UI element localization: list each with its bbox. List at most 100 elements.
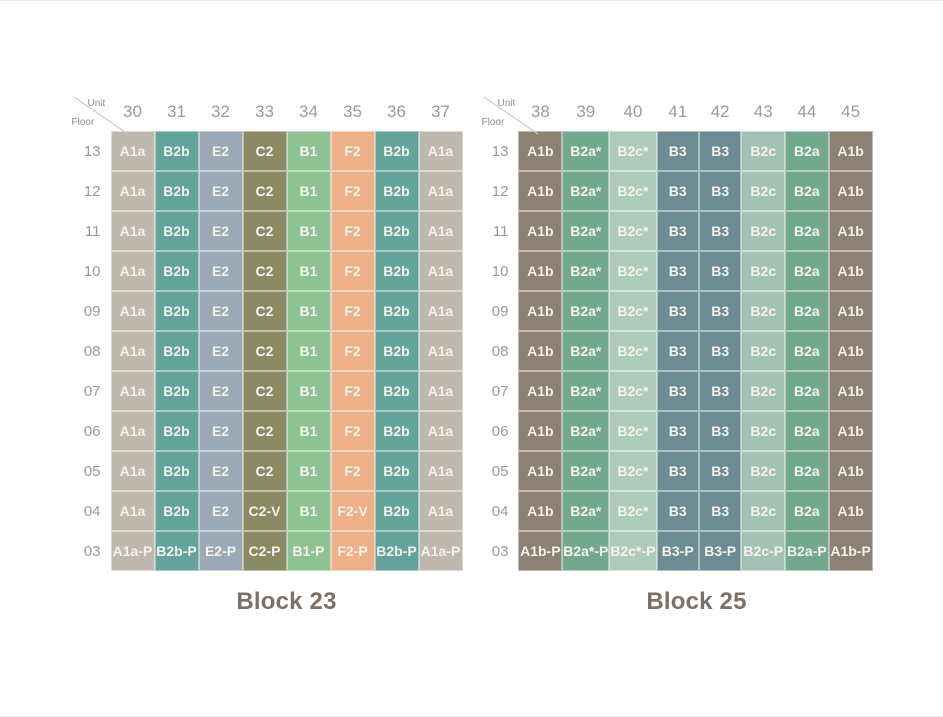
unit-cell-37-07[interactable]: A1a	[418, 371, 463, 411]
unit-cell-33-11[interactable]: C2	[242, 211, 287, 251]
unit-cell-31-04[interactable]: B2b	[154, 491, 199, 531]
unit-cell-31-08[interactable]: B2b	[154, 331, 199, 371]
unit-cell-33-03[interactable]: C2-P	[242, 531, 287, 571]
unit-cell-43-03[interactable]: B2c-P	[741, 531, 786, 571]
unit-cell-35-12[interactable]: F2	[330, 171, 375, 211]
unit-cell-44-13[interactable]: B2a	[785, 131, 829, 171]
unit-cell-35-11[interactable]: F2	[330, 211, 375, 251]
unit-cell-38-05[interactable]: A1b	[518, 451, 563, 491]
unit-cell-40-03[interactable]: B2c*-P	[609, 531, 657, 571]
unit-cell-32-07[interactable]: E2	[198, 371, 243, 411]
unit-cell-36-13[interactable]: B2b	[374, 131, 419, 171]
unit-cell-39-11[interactable]: B2a*	[562, 211, 610, 251]
unit-cell-42-03[interactable]: B3-P	[698, 531, 742, 571]
unit-cell-32-03[interactable]: E2-P	[198, 531, 243, 571]
unit-cell-43-10[interactable]: B2c	[741, 251, 786, 291]
unit-cell-39-10[interactable]: B2a*	[562, 251, 610, 291]
unit-cell-37-09[interactable]: A1a	[418, 291, 463, 331]
unit-cell-37-05[interactable]: A1a	[418, 451, 463, 491]
unit-cell-34-08[interactable]: B1	[286, 331, 331, 371]
unit-cell-40-09[interactable]: B2c*	[609, 291, 657, 331]
unit-cell-31-03[interactable]: B2b-P	[154, 531, 199, 571]
unit-cell-34-03[interactable]: B1-P	[286, 531, 331, 571]
unit-cell-30-03[interactable]: A1a-P	[110, 531, 155, 571]
unit-cell-38-07[interactable]: A1b	[518, 371, 563, 411]
unit-cell-33-10[interactable]: C2	[242, 251, 287, 291]
unit-cell-38-11[interactable]: A1b	[518, 211, 563, 251]
unit-cell-42-05[interactable]: B3	[698, 451, 742, 491]
unit-cell-32-05[interactable]: E2	[198, 451, 243, 491]
unit-cell-35-04[interactable]: F2-V	[330, 491, 375, 531]
unit-cell-36-04[interactable]: B2b	[374, 491, 419, 531]
unit-cell-45-10[interactable]: A1b	[828, 251, 873, 291]
unit-cell-42-07[interactable]: B3	[698, 371, 742, 411]
unit-cell-44-06[interactable]: B2a	[785, 411, 829, 451]
unit-cell-38-08[interactable]: A1b	[518, 331, 563, 371]
unit-cell-36-05[interactable]: B2b	[374, 451, 419, 491]
unit-cell-41-04[interactable]: B3	[656, 491, 699, 531]
unit-cell-34-04[interactable]: B1	[286, 491, 331, 531]
unit-cell-36-11[interactable]: B2b	[374, 211, 419, 251]
unit-cell-43-04[interactable]: B2c	[741, 491, 786, 531]
unit-cell-43-06[interactable]: B2c	[741, 411, 786, 451]
unit-cell-37-13[interactable]: A1a	[418, 131, 463, 171]
unit-cell-45-11[interactable]: A1b	[828, 211, 873, 251]
unit-cell-45-06[interactable]: A1b	[828, 411, 873, 451]
unit-cell-35-10[interactable]: F2	[330, 251, 375, 291]
unit-cell-39-04[interactable]: B2a*	[562, 491, 610, 531]
unit-cell-37-03[interactable]: A1a-P	[418, 531, 463, 571]
unit-cell-41-11[interactable]: B3	[656, 211, 699, 251]
unit-cell-35-08[interactable]: F2	[330, 331, 375, 371]
unit-cell-37-08[interactable]: A1a	[418, 331, 463, 371]
unit-cell-42-09[interactable]: B3	[698, 291, 742, 331]
unit-cell-32-12[interactable]: E2	[198, 171, 243, 211]
unit-cell-41-09[interactable]: B3	[656, 291, 699, 331]
unit-cell-37-12[interactable]: A1a	[418, 171, 463, 211]
unit-cell-44-03[interactable]: B2a-P	[785, 531, 829, 571]
unit-cell-39-09[interactable]: B2a*	[562, 291, 610, 331]
unit-cell-41-10[interactable]: B3	[656, 251, 699, 291]
unit-cell-31-05[interactable]: B2b	[154, 451, 199, 491]
unit-cell-36-09[interactable]: B2b	[374, 291, 419, 331]
unit-cell-33-13[interactable]: C2	[242, 131, 287, 171]
unit-cell-31-09[interactable]: B2b	[154, 291, 199, 331]
unit-cell-43-05[interactable]: B2c	[741, 451, 786, 491]
unit-cell-35-09[interactable]: F2	[330, 291, 375, 331]
unit-cell-31-11[interactable]: B2b	[154, 211, 199, 251]
unit-cell-43-11[interactable]: B2c	[741, 211, 786, 251]
unit-cell-37-06[interactable]: A1a	[418, 411, 463, 451]
unit-cell-39-13[interactable]: B2a*	[562, 131, 610, 171]
unit-cell-39-05[interactable]: B2a*	[562, 451, 610, 491]
unit-cell-41-05[interactable]: B3	[656, 451, 699, 491]
unit-cell-35-06[interactable]: F2	[330, 411, 375, 451]
unit-cell-41-08[interactable]: B3	[656, 331, 699, 371]
unit-cell-41-03[interactable]: B3-P	[656, 531, 699, 571]
unit-cell-35-03[interactable]: F2-P	[330, 531, 375, 571]
unit-cell-34-10[interactable]: B1	[286, 251, 331, 291]
unit-cell-32-08[interactable]: E2	[198, 331, 243, 371]
unit-cell-39-08[interactable]: B2a*	[562, 331, 610, 371]
unit-cell-33-04[interactable]: C2-V	[242, 491, 287, 531]
unit-cell-30-08[interactable]: A1a	[110, 331, 155, 371]
unit-cell-45-13[interactable]: A1b	[828, 131, 873, 171]
unit-cell-32-04[interactable]: E2	[198, 491, 243, 531]
unit-cell-39-03[interactable]: B2a*-P	[562, 531, 610, 571]
unit-cell-38-06[interactable]: A1b	[518, 411, 563, 451]
unit-cell-42-13[interactable]: B3	[698, 131, 742, 171]
unit-cell-40-11[interactable]: B2c*	[609, 211, 657, 251]
unit-cell-43-07[interactable]: B2c	[741, 371, 786, 411]
unit-cell-31-07[interactable]: B2b	[154, 371, 199, 411]
unit-cell-38-03[interactable]: A1b-P	[518, 531, 563, 571]
unit-cell-37-04[interactable]: A1a	[418, 491, 463, 531]
unit-cell-34-12[interactable]: B1	[286, 171, 331, 211]
unit-cell-31-10[interactable]: B2b	[154, 251, 199, 291]
unit-cell-30-12[interactable]: A1a	[110, 171, 155, 211]
unit-cell-36-08[interactable]: B2b	[374, 331, 419, 371]
unit-cell-44-07[interactable]: B2a	[785, 371, 829, 411]
unit-cell-41-07[interactable]: B3	[656, 371, 699, 411]
unit-cell-40-10[interactable]: B2c*	[609, 251, 657, 291]
unit-cell-44-11[interactable]: B2a	[785, 211, 829, 251]
unit-cell-42-06[interactable]: B3	[698, 411, 742, 451]
unit-cell-36-10[interactable]: B2b	[374, 251, 419, 291]
unit-cell-41-06[interactable]: B3	[656, 411, 699, 451]
